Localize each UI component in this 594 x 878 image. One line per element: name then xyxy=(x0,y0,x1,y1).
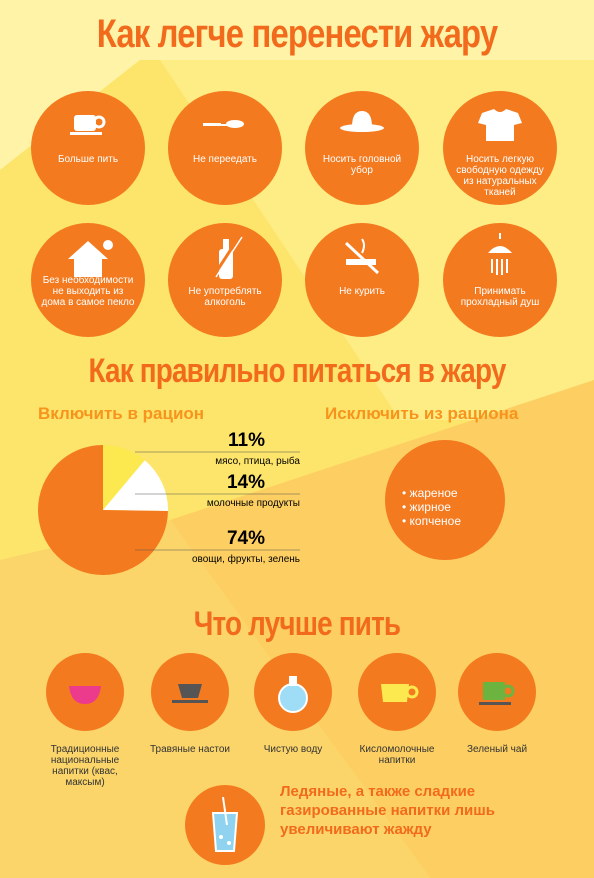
tip-icon xyxy=(488,233,512,275)
title: Как легче перенести жару xyxy=(96,12,498,56)
icon xyxy=(69,686,101,704)
icon xyxy=(68,240,113,277)
pie-value-label: 74% xyxy=(227,528,265,549)
tip-label: Принимать прохладный душ xyxy=(460,286,540,308)
drink-label: Кисломолочные напитки xyxy=(359,744,435,766)
pie-value-label: 11% xyxy=(228,430,265,451)
tip-label: Носить легкую свободную одежду из натура… xyxy=(456,154,544,198)
pie-value-label: 14% xyxy=(227,472,265,493)
tip-circle xyxy=(305,223,419,337)
drink-icon xyxy=(69,686,101,704)
drink-icon xyxy=(381,684,419,702)
tip-circle xyxy=(305,91,419,205)
pie-chart: 11% мясо, птица, рыба 14% молочные продукты… xyxy=(38,430,300,575)
exclude-item: копченое xyxy=(402,514,461,528)
warning-circle xyxy=(185,785,265,865)
icon xyxy=(70,115,106,135)
tip-label: Больше пить xyxy=(57,154,119,165)
tip-circle xyxy=(31,223,145,337)
tip-label: Носить головной убор xyxy=(322,154,402,176)
tip-icon xyxy=(203,120,244,128)
icon xyxy=(211,236,243,279)
drink-label: Чистую воду xyxy=(263,744,323,755)
icon xyxy=(478,109,522,141)
drink-icon xyxy=(172,684,208,703)
pie-slice xyxy=(103,460,168,512)
tip-icon xyxy=(344,238,380,275)
tip-circle xyxy=(31,91,145,205)
drink-label: Зеленый чай xyxy=(466,744,528,755)
tip-circle xyxy=(443,223,557,337)
tip-icon xyxy=(70,115,106,135)
icon xyxy=(278,676,308,713)
tip-circle xyxy=(443,91,557,205)
icon xyxy=(344,238,380,275)
icon xyxy=(381,684,419,702)
tip-icon xyxy=(211,236,243,279)
tip-circle xyxy=(168,91,282,205)
pie-category-label: овощи, фрукты, зелень xyxy=(192,553,300,565)
drinks-title: Что лучше пить xyxy=(193,605,401,643)
drink-circle xyxy=(358,653,436,731)
tip-label: Не курить xyxy=(339,286,385,297)
pie-slice xyxy=(38,445,168,575)
nutrition-title: Как правильно питаться в жару xyxy=(88,352,506,390)
exclude-title: Исключить из рациона xyxy=(325,404,519,423)
tip-label: Без необходимости не выходить из дома в … xyxy=(41,275,135,308)
icon xyxy=(340,111,384,132)
drink-label: Травяные настои xyxy=(149,744,231,755)
tip-circle xyxy=(168,223,282,337)
drink-icon xyxy=(278,676,308,713)
pie-category-label: мясо, птица, рыба xyxy=(215,455,300,467)
exclude-list: жареноежирноекопченое xyxy=(402,486,461,528)
icon xyxy=(172,684,208,703)
drink-circle xyxy=(151,653,229,731)
tip-icon xyxy=(340,111,384,132)
pie-category-label: молочные продукты xyxy=(207,498,300,509)
tip-icon xyxy=(68,240,113,277)
glass-icon xyxy=(211,796,239,852)
tip-label: Не переедать xyxy=(193,154,257,165)
drink-circle xyxy=(46,653,124,731)
icon xyxy=(203,120,244,128)
pie-slice xyxy=(103,445,145,510)
drink-circle xyxy=(254,653,332,731)
tip-label: Не употреблять алкоголь xyxy=(188,286,262,308)
drink-icon xyxy=(479,682,515,705)
icon xyxy=(479,682,515,705)
tip-icon xyxy=(478,109,522,141)
drink-circle xyxy=(458,653,536,731)
drink-label: Традиционные национальные напитки (квас,… xyxy=(50,744,120,788)
exclude-item: жирное xyxy=(402,500,461,514)
exclude-item: жареное xyxy=(402,486,461,500)
include-title: Включить в рацион xyxy=(38,404,205,423)
icon xyxy=(488,233,512,275)
warning: Ледяные, а также сладкие газированные на… xyxy=(280,783,495,838)
